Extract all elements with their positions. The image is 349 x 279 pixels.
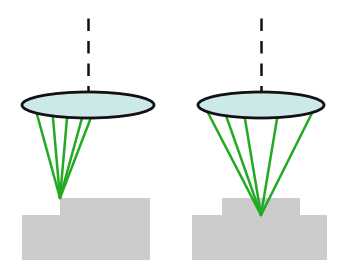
Ellipse shape [198, 92, 324, 118]
FancyBboxPatch shape [192, 215, 327, 260]
FancyBboxPatch shape [22, 215, 150, 260]
FancyBboxPatch shape [60, 198, 150, 215]
Ellipse shape [22, 92, 154, 118]
FancyBboxPatch shape [222, 198, 300, 215]
